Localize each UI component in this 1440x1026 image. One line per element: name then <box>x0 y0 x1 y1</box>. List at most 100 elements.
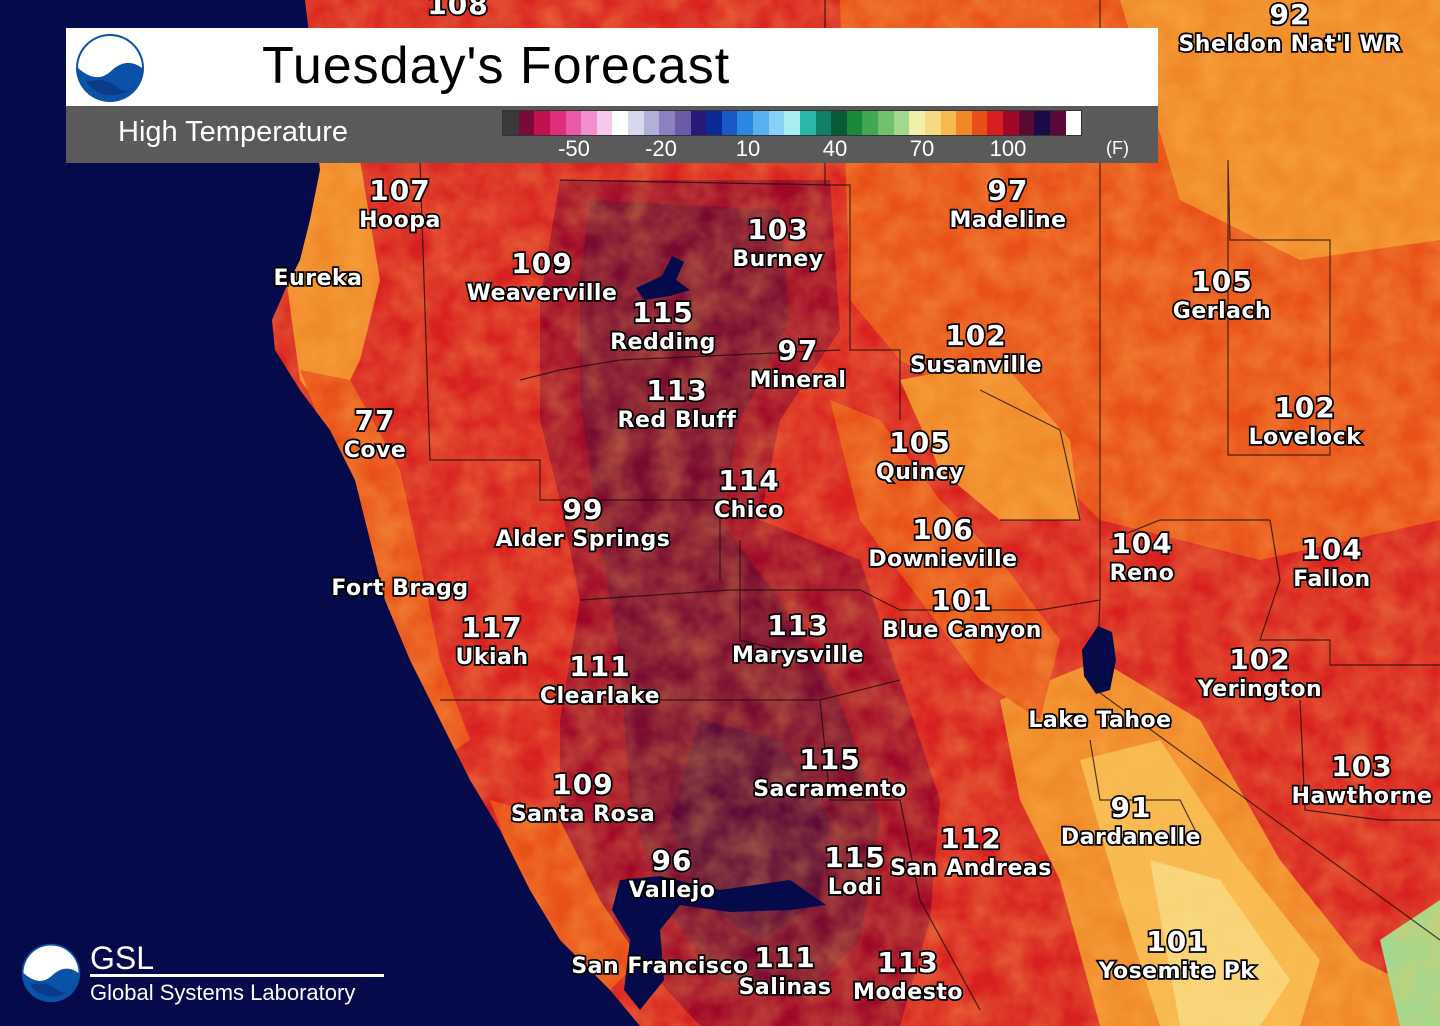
city-temperature: 111 <box>754 941 815 974</box>
city-temperature: 103 <box>747 213 808 246</box>
colorbar-swatch <box>862 111 878 135</box>
boundary-lines <box>419 0 1440 1011</box>
city-name: Yerington <box>1197 677 1322 702</box>
city-temperature: 109 <box>552 768 613 801</box>
city-temperature: 91 <box>1111 791 1152 824</box>
gsl-noaa-logo-text: NOAA <box>37 954 65 964</box>
city-name: Eureka <box>274 266 363 291</box>
colorbar-swatch <box>768 111 785 135</box>
city-name: Santa Rosa <box>511 802 655 827</box>
colorbar-swatch <box>674 111 691 135</box>
colorbar-swatch <box>581 111 597 135</box>
gsl-long-name: Global Systems Laboratory <box>90 980 356 1005</box>
city-temperature: 113 <box>646 374 707 407</box>
colorbar-swatch <box>878 111 894 135</box>
city-marker: Fort Bragg <box>330 574 470 603</box>
city-temperature: 102 <box>1229 643 1290 676</box>
colorbar-tick-label: 100 <box>989 136 1027 161</box>
city-temperature: 102 <box>945 319 1006 352</box>
colorbar-swatch <box>628 111 644 135</box>
city-marker: San Francisco <box>570 952 750 981</box>
city-name: Fort Bragg <box>331 576 468 601</box>
colorbar-swatch <box>924 111 941 135</box>
colorbar-swatch <box>690 111 707 135</box>
colorbar-tick-label: 10 <box>735 136 761 161</box>
city-temperature: 107 <box>369 174 430 207</box>
colorbar-swatch <box>956 111 972 135</box>
temperature-colorbar <box>502 110 1082 136</box>
colorbar-swatch <box>893 111 910 135</box>
colorbar-swatch <box>565 111 582 135</box>
city-name: Quincy <box>876 460 964 485</box>
city-temperature: 97 <box>988 174 1029 207</box>
title-bar: NOAA Tuesday's Forecast <box>66 28 1158 106</box>
colorbar-swatch <box>846 111 863 135</box>
city-temperature: 101 <box>931 584 992 617</box>
city-temperature: 106 <box>912 513 973 546</box>
colorbar-swatch <box>659 111 675 135</box>
city-temperature: 77 <box>355 404 396 437</box>
city-name: Downieville <box>868 547 1017 572</box>
colorbar-swatch <box>1065 111 1082 135</box>
city-name: Lake Tahoe <box>1028 708 1171 733</box>
city-temperature: 102 <box>1274 391 1335 424</box>
city-temperature: 96 <box>652 844 693 877</box>
map-subtitle: High Temperature <box>118 116 348 148</box>
city-temperature: 105 <box>1191 265 1252 298</box>
map-title: Tuesday's Forecast <box>262 37 731 95</box>
colorbar-swatch <box>753 111 769 135</box>
noaa-logo: NOAA <box>74 32 146 104</box>
city-temperature: 101 <box>1146 925 1207 958</box>
colorbar-swatch <box>815 111 832 135</box>
city-name: Chico <box>714 498 784 523</box>
city-temperature: 109 <box>511 247 572 280</box>
noaa-logo-text: NOAA <box>94 46 126 57</box>
city-name: Marysville <box>732 643 864 668</box>
city-name: Fallon <box>1293 567 1370 592</box>
city-temperature: 115 <box>824 841 885 874</box>
city-name: Madeline <box>949 208 1066 233</box>
city-name: Hawthorne <box>1292 784 1433 809</box>
legend-bar: High Temperature -50 -20 10 40 70 100 (F) <box>66 106 1158 163</box>
city-temperature: 111 <box>569 650 630 683</box>
city-name: Hoopa <box>359 208 441 233</box>
colorbar-swatch <box>909 111 925 135</box>
colorbar-tick-label: 70 <box>909 136 935 161</box>
city-temperature: 117 <box>461 611 522 644</box>
city-marker: 108 <box>426 0 490 23</box>
city-name: Weaverville <box>467 281 618 306</box>
city-name: Alder Springs <box>496 527 671 552</box>
city-name: Susanville <box>910 353 1042 378</box>
city-temperature: 104 <box>1301 533 1362 566</box>
city-temperature: 97 <box>778 334 819 367</box>
gsl-logo-block: NOAA GSL Global Systems Laboratory <box>20 940 390 1010</box>
colorbar-swatch <box>799 111 816 135</box>
colorbar-swatch <box>1003 111 1019 135</box>
city-temperature: 92 <box>1270 0 1311 31</box>
colorbar-swatch <box>706 111 722 135</box>
colorbar-swatch <box>721 111 738 135</box>
city-temperature: 105 <box>889 426 950 459</box>
forecast-header: NOAA Tuesday's Forecast High Temperature… <box>66 28 1158 163</box>
city-name: Yosemite Pk <box>1098 959 1257 984</box>
city-name: Vallejo <box>629 878 716 903</box>
